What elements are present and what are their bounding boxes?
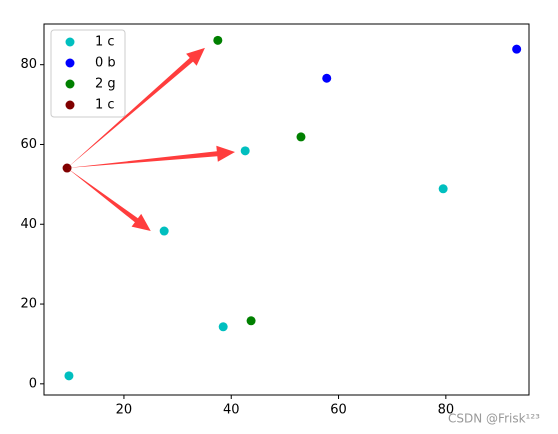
x-tick-label: 20 bbox=[116, 403, 133, 418]
watermark: CSDN @Frisk¹²³ bbox=[448, 412, 540, 426]
point bbox=[64, 371, 74, 381]
point bbox=[240, 146, 250, 156]
arrow bbox=[67, 145, 235, 169]
legend-label: 2 g bbox=[95, 77, 116, 92]
x-tick-label: 60 bbox=[330, 403, 347, 418]
point bbox=[296, 132, 306, 142]
plot-frame bbox=[43, 23, 530, 396]
legend-label: 1 c bbox=[95, 35, 115, 50]
point bbox=[159, 226, 169, 236]
x-tick-label: 40 bbox=[223, 403, 240, 418]
y-tick-label: 20 bbox=[20, 297, 37, 312]
legend-marker bbox=[65, 79, 75, 89]
legend-marker bbox=[65, 58, 75, 68]
point bbox=[512, 44, 522, 54]
arrow bbox=[67, 168, 151, 232]
x-tick-label: 80 bbox=[438, 403, 455, 418]
y-tick-label: 80 bbox=[20, 57, 37, 72]
y-tick-label: 60 bbox=[20, 137, 37, 152]
point bbox=[246, 316, 256, 326]
point bbox=[218, 322, 228, 332]
point bbox=[438, 184, 448, 194]
y-tick-label: 0 bbox=[29, 376, 37, 391]
legend-label: 0 b bbox=[95, 56, 116, 71]
legend-label: 1 c bbox=[95, 98, 115, 113]
point bbox=[213, 35, 223, 45]
point bbox=[322, 73, 332, 83]
arrow bbox=[67, 47, 205, 169]
legend-marker bbox=[65, 37, 75, 47]
y-tick-label: 40 bbox=[20, 217, 37, 232]
legend-box bbox=[50, 29, 126, 118]
legend-marker bbox=[65, 100, 75, 110]
